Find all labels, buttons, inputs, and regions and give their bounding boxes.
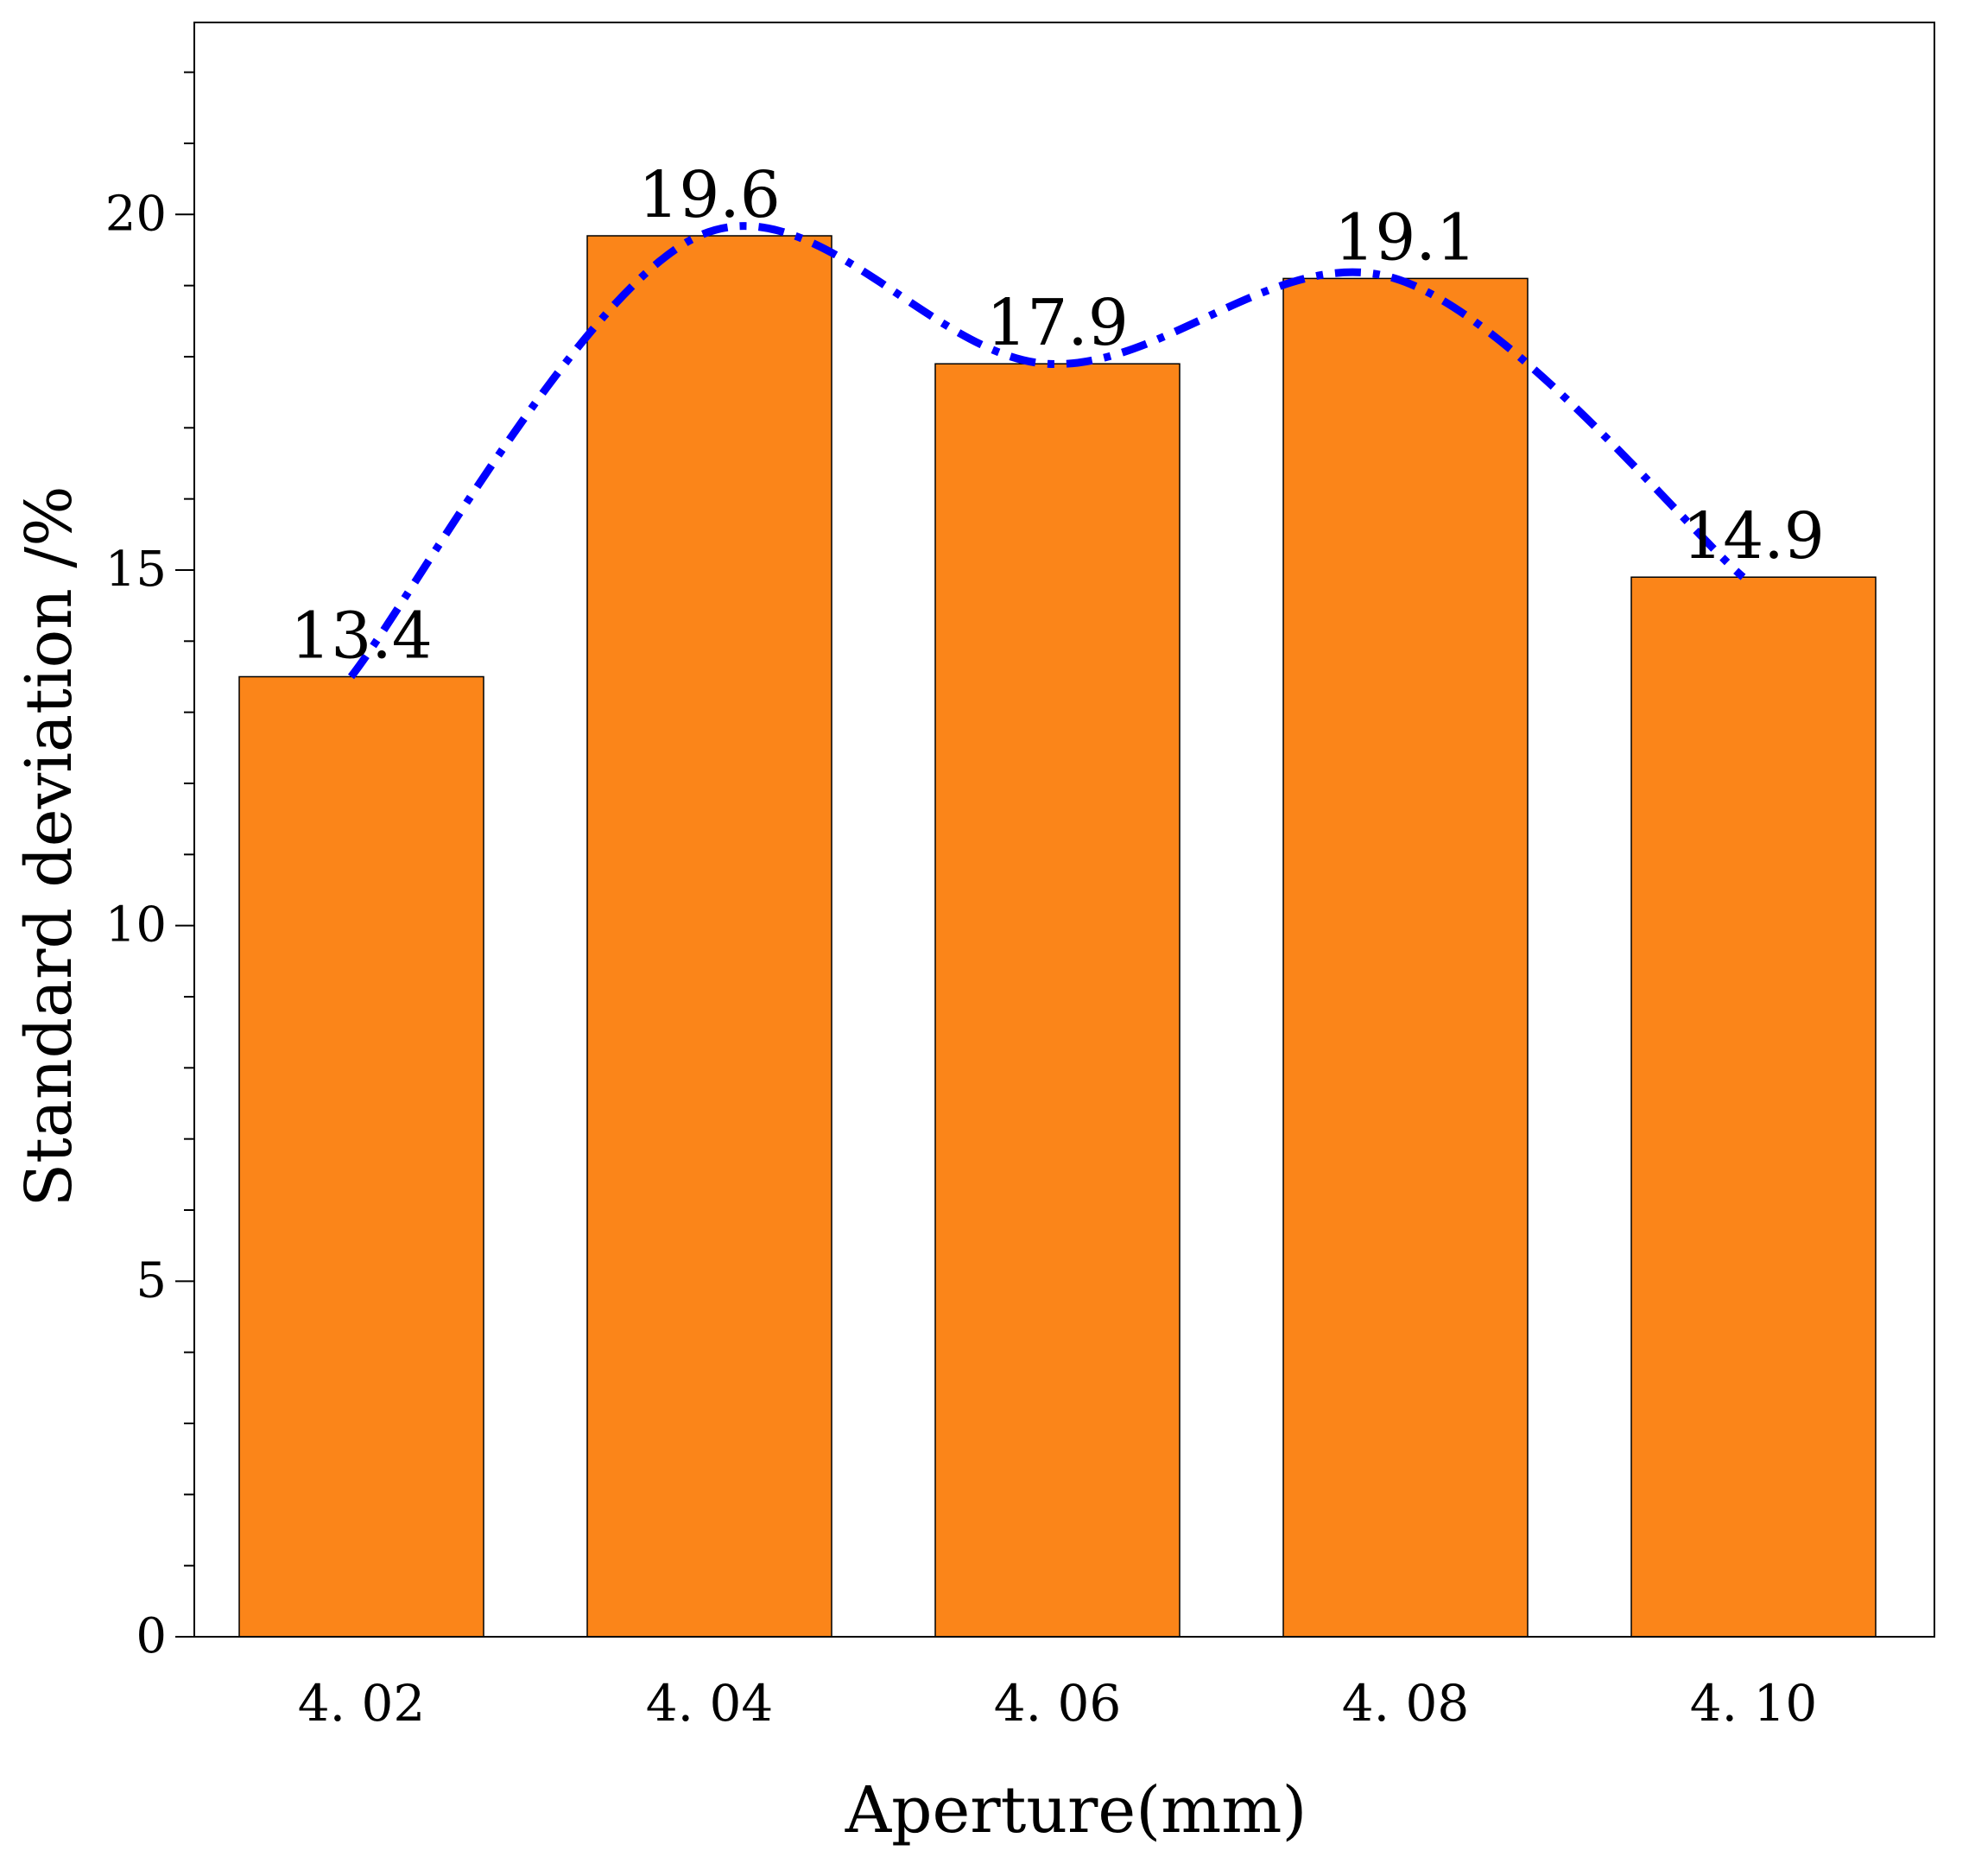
x-tick-label-0: 4. 02	[298, 1674, 426, 1733]
y-tick-label-1: 5	[136, 1252, 167, 1309]
x-tick-label-3: 4. 08	[1342, 1674, 1470, 1733]
bar-0	[238, 675, 484, 1638]
y-tick-label-2: 10	[105, 897, 167, 954]
data-labels-layer: 13.4 19.6 17.9 19.1 14.9	[290, 158, 1825, 673]
x-tick-label-2: 4. 06	[994, 1674, 1122, 1733]
y-tick-label-3: 15	[105, 542, 167, 598]
y-tick-label-0: 0	[136, 1608, 167, 1664]
bar-2	[934, 363, 1181, 1638]
bar-1	[586, 235, 832, 1638]
data-label-0: 13.4	[290, 599, 433, 673]
axes-layer: 0 5 10 15 20 4. 02 4. 04 4. 06 4. 08 4. 10	[105, 22, 1935, 1733]
bars-layer	[238, 235, 1877, 1638]
x-tick-label-4: 4. 10	[1690, 1674, 1818, 1733]
data-label-3: 19.1	[1334, 200, 1477, 275]
y-axis-title: Standard deviation /%	[12, 485, 86, 1207]
y-tick-label-4: 20	[105, 186, 167, 242]
plot-frame	[193, 22, 1935, 1638]
data-label-4: 14.9	[1682, 499, 1825, 574]
x-tick-label-1: 4. 04	[646, 1674, 774, 1733]
data-label-1: 19.6	[638, 158, 781, 232]
data-label-2: 17.9	[986, 286, 1129, 360]
trend-line	[347, 222, 1746, 680]
bar-3	[1282, 277, 1529, 1638]
trend-layer	[347, 222, 1746, 680]
x-axis-title: Aperture(mm)	[845, 1773, 1307, 1847]
bar-4	[1630, 576, 1877, 1638]
